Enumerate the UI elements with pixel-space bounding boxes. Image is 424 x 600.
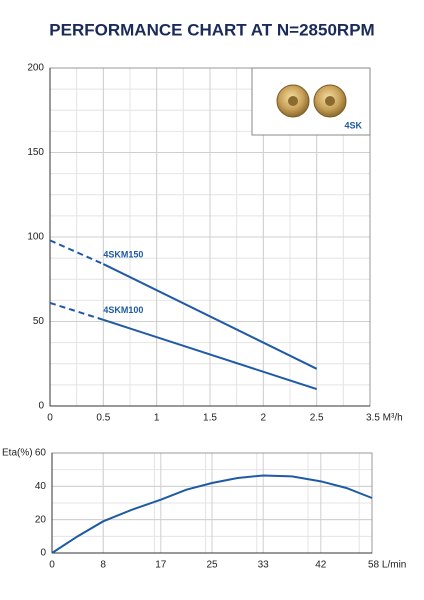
y-tick-label: 50 [33,316,45,327]
x-tick-label: 8 [100,560,106,571]
x-tick-label: 0 [47,413,53,424]
impeller-hub [288,96,298,106]
x-tick-label: 25 [206,560,218,571]
x-tick-label: 0.5 [96,413,110,424]
inset: 4SK [251,67,371,136]
x-tick-label: 0 [49,560,55,571]
y-tick-label: 150 [27,147,44,158]
line [102,263,318,370]
inset-box [251,67,371,136]
x-tick-label: 42 [315,560,327,571]
x-axis-label: 58 L/min [368,560,406,571]
y-tick-label: 0 [38,401,44,412]
inset-label: 4SK [344,120,362,130]
x-tick-label: 17 [155,560,167,571]
x-tick-label: 1 [154,413,160,424]
x-tick-label: 2 [261,413,267,424]
line [51,474,373,554]
x-tick-label: 1.5 [203,413,217,424]
y-tick-label: 200 [27,63,44,74]
y-tick-label: 60 [35,448,47,459]
y-tick-label: 0 [40,548,46,559]
series-label: 4SKM100 [103,305,143,315]
series-label: 4SKM150 [103,249,143,259]
y-tick-label: 40 [35,481,47,492]
y-tick-label: 20 [35,514,47,525]
y-tick-label: 100 [27,232,44,243]
y-axis-label: Eta(%) [2,448,33,459]
line [103,318,317,391]
x-tick-label: 33 [258,560,270,571]
chart-title: PERFORMANCE CHART AT N=2850RPM [49,20,374,39]
x-tick-label: 2.5 [310,413,324,424]
impeller-hub [325,96,335,106]
x-axis-label: 3.5 M³/h [366,413,403,424]
